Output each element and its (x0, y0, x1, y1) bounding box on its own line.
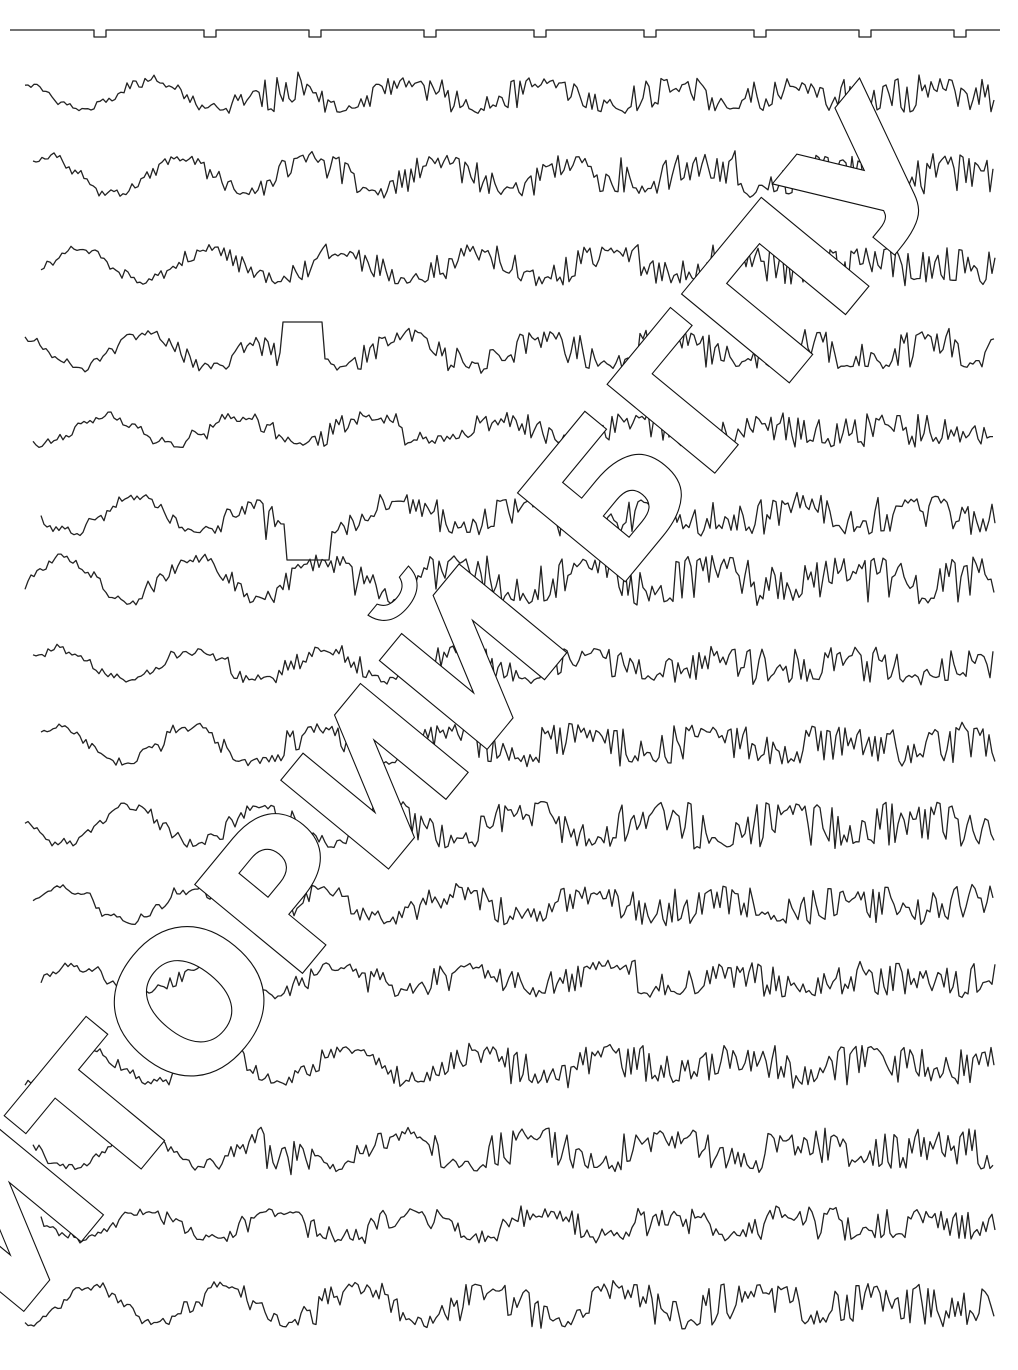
eeg-recording: ИТОРИЙ БГПУ (0, 0, 1018, 1370)
page: ИТОРИЙ БГПУ (() => { const data = JSON.p… (0, 0, 1018, 1370)
